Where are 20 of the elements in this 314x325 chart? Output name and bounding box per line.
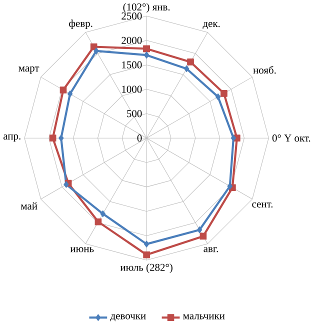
y-tick-label: 2000: [122, 36, 142, 44]
legend-label: мальчики: [183, 314, 225, 320]
spoke-label: 0° Y окт.: [272, 134, 310, 142]
y-tick-label: 500: [127, 110, 142, 118]
spoke-label: (102°) янв.: [123, 3, 170, 13]
legend-label: девочки: [110, 314, 146, 322]
y-tick-label: 1500: [122, 61, 142, 68]
spoke-label: дек.: [202, 22, 220, 30]
spoke-label: июнь: [70, 247, 94, 252]
spoke-label: сент.: [252, 202, 273, 208]
spoke-label: июль (282°): [120, 264, 172, 274]
spoke-label: март: [18, 66, 40, 74]
y-tick-label: 1000: [122, 86, 142, 93]
y-tick-label: 0: [137, 134, 142, 142]
spoke-label: апр.: [4, 134, 20, 142]
spoke-label: авг.: [204, 247, 218, 252]
spoke-label: май: [20, 202, 38, 210]
spoke-label: нояб.: [253, 66, 276, 74]
spoke-label: февр.: [69, 19, 92, 30]
y-tick-label: 2500: [122, 12, 142, 20]
